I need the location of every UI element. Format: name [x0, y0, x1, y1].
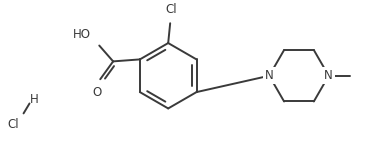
Text: H: H [30, 93, 39, 106]
Text: O: O [93, 86, 102, 99]
Text: HO: HO [74, 28, 91, 41]
Text: N: N [324, 69, 333, 82]
Text: N: N [265, 69, 274, 82]
Text: Cl: Cl [8, 118, 20, 131]
Text: Cl: Cl [166, 3, 177, 16]
